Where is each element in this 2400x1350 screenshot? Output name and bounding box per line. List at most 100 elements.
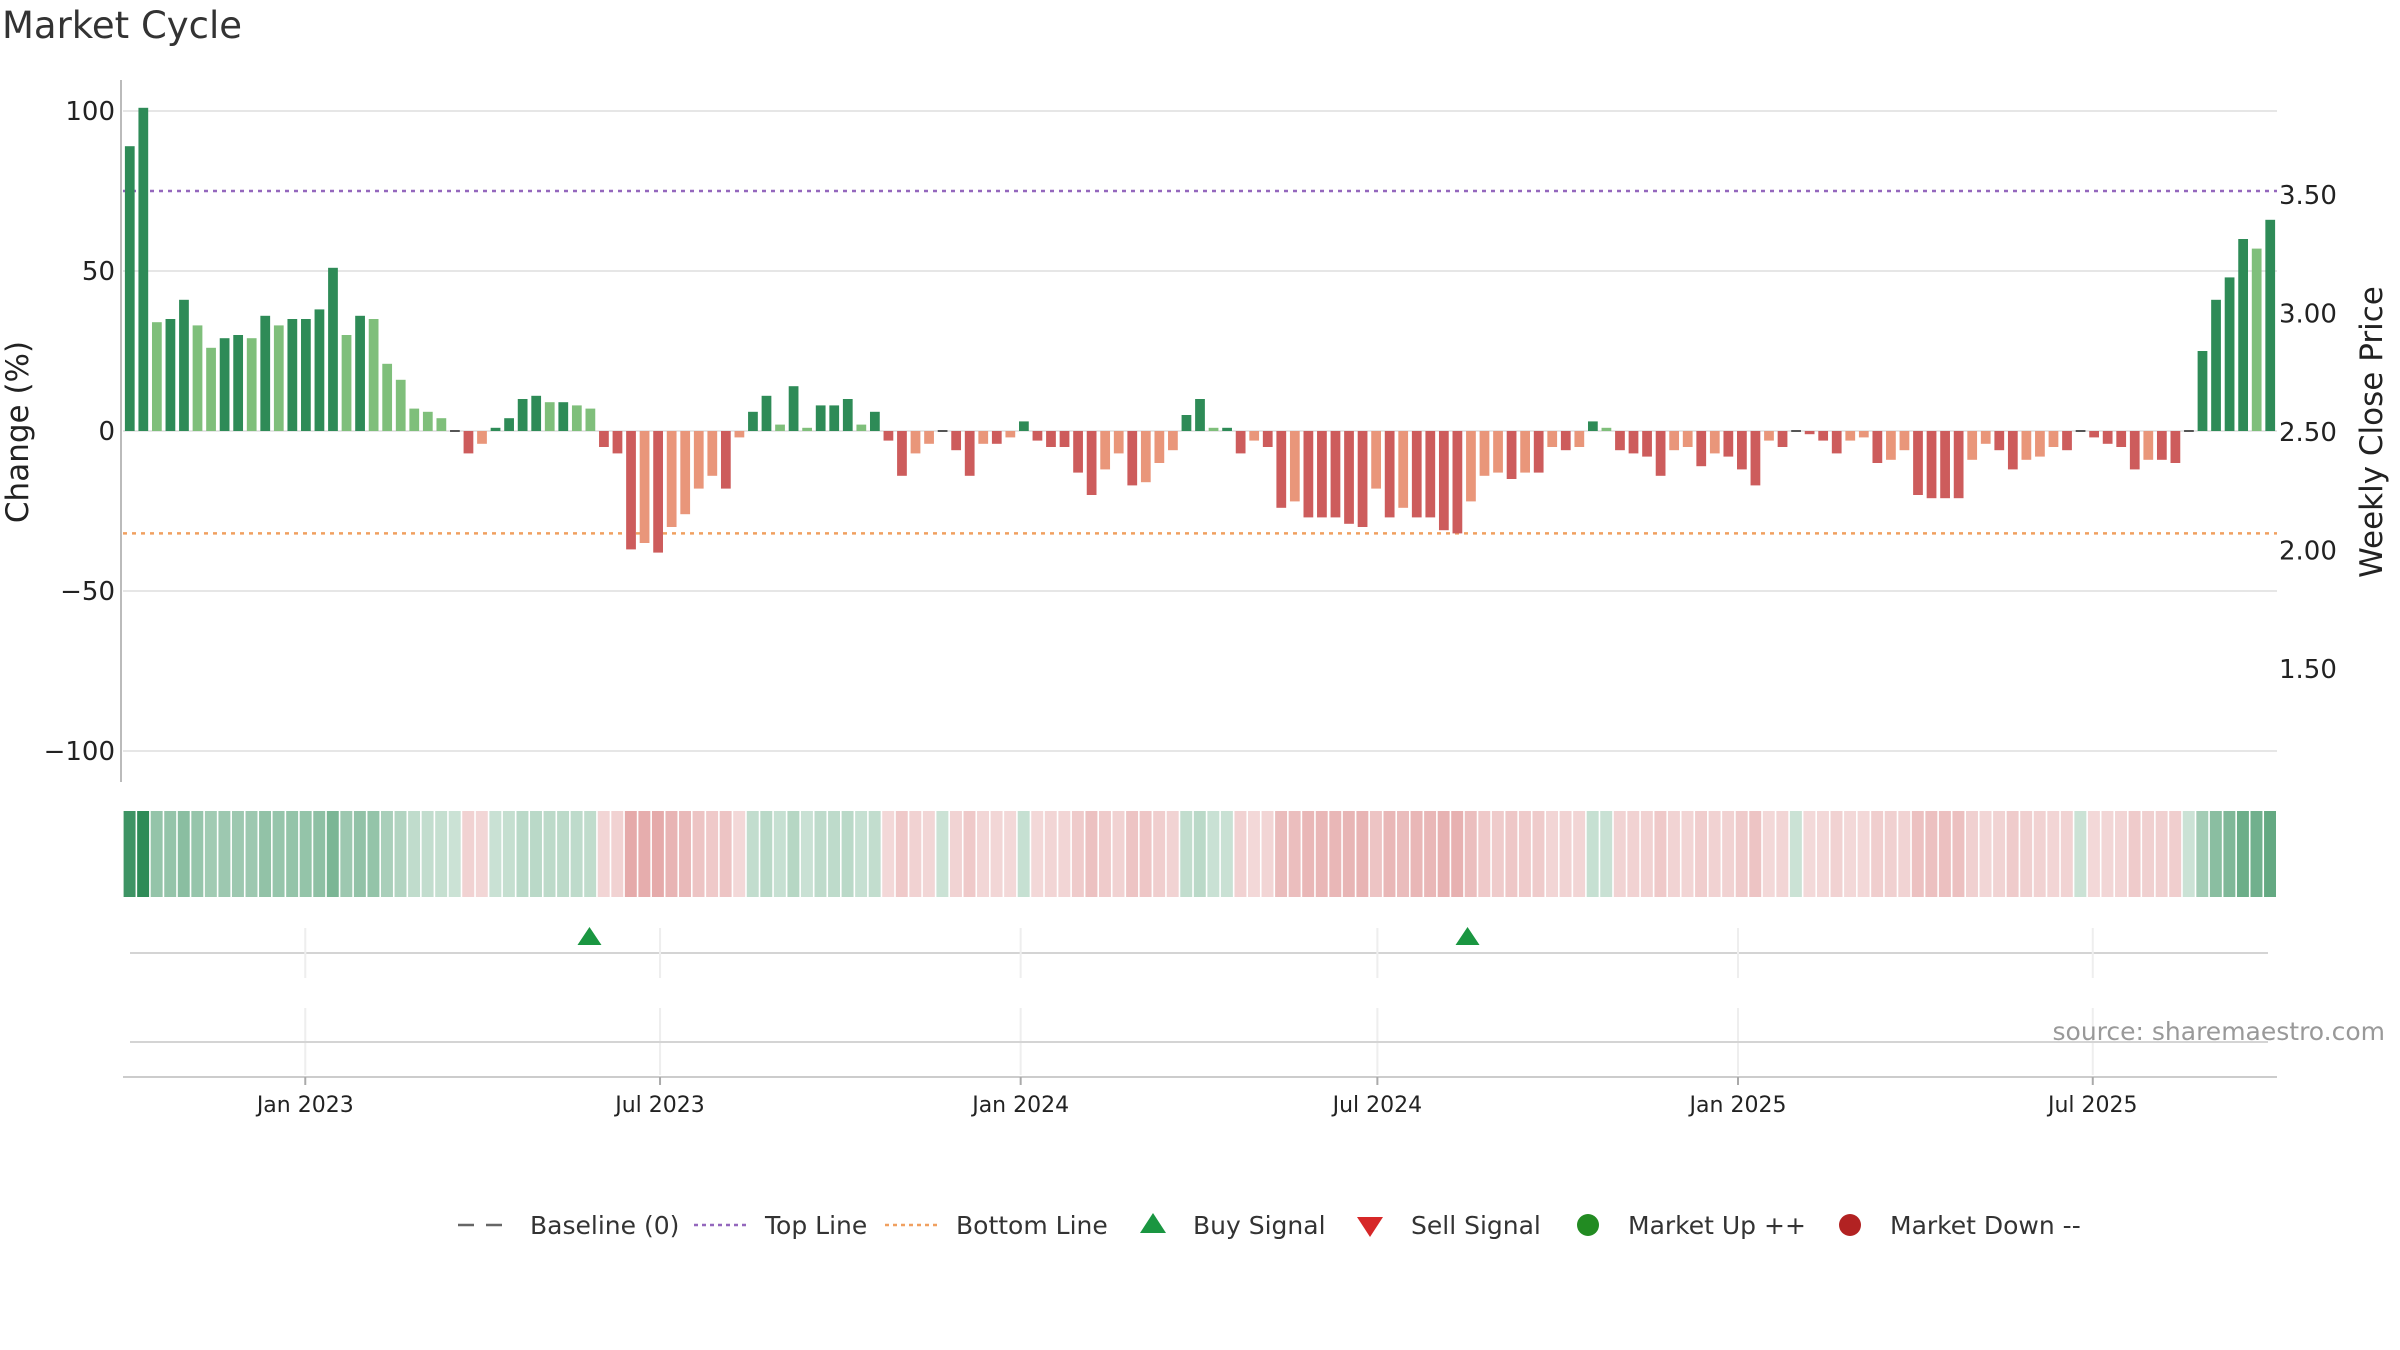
- change-bar: [571, 405, 582, 431]
- buy-signal-marker: [1455, 927, 1480, 945]
- heat-cell: [231, 811, 244, 897]
- heat-cell: [1248, 811, 1260, 897]
- change-bar: [328, 267, 338, 431]
- heat-cell: [502, 811, 515, 897]
- change-bar: [1154, 431, 1165, 463]
- heat-cell: [543, 811, 556, 897]
- change-bar: [1601, 427, 1612, 431]
- heat-cell: [1871, 811, 1884, 897]
- y-ticks-left: 100 50 0 −50 −100: [44, 97, 115, 767]
- heat-cell: [706, 811, 719, 897]
- heat-cell: [855, 811, 868, 897]
- heat-cell: [936, 811, 949, 897]
- change-bar: [1709, 431, 1720, 454]
- change-bar: [1886, 431, 1896, 460]
- heat-cell: [895, 811, 908, 897]
- change-bar: [1696, 431, 1707, 467]
- heat-cell: [1857, 811, 1870, 897]
- change-bar: [775, 424, 785, 431]
- change-bar: [1831, 431, 1842, 454]
- heat-cell: [489, 811, 502, 897]
- heat-cell: [977, 811, 990, 897]
- change-bar: [1845, 431, 1856, 441]
- y-tick-right: 2.50: [2279, 418, 2337, 448]
- change-bar: [477, 431, 487, 444]
- change-bar: [924, 431, 934, 444]
- signal-panel: [130, 927, 2268, 978]
- heat-cell: [1600, 811, 1613, 897]
- change-bar: [1587, 421, 1598, 431]
- heat-cell: [1749, 811, 1762, 897]
- change-bar: [138, 107, 149, 432]
- change-bar: [1642, 431, 1652, 457]
- change-bar: [273, 325, 284, 431]
- heat-cell: [949, 811, 962, 897]
- heat-cell: [2155, 811, 2168, 897]
- heat-cell: [1207, 811, 1220, 897]
- date-axis: Jan 2023 Jul 2023 Jan 2024 Jul 2024 Jan 2025…: [123, 1076, 2277, 1118]
- heat-cell: [1478, 811, 1491, 897]
- change-bar: [1073, 431, 1083, 473]
- change-bar: [219, 338, 230, 431]
- y-tick-right: 2.00: [2279, 537, 2337, 567]
- heat-cell: [1762, 811, 1775, 897]
- heat-cell: [787, 811, 800, 897]
- heat-cell: [1559, 811, 1572, 897]
- heat-cell: [1708, 811, 1721, 897]
- change-bar: [1858, 431, 1869, 438]
- heat-cell: [2060, 811, 2073, 897]
- change-bar: [897, 431, 907, 476]
- change-bar: [734, 431, 745, 438]
- heat-cell: [1830, 811, 1843, 897]
- change-bar: [1222, 427, 1232, 431]
- heat-cell: [1789, 811, 1802, 897]
- change-bar: [1466, 431, 1476, 502]
- heat-cell: [1356, 811, 1369, 897]
- change-bar: [1317, 431, 1327, 518]
- heat-cell: [922, 811, 935, 897]
- heat-cell: [651, 811, 664, 897]
- change-bar: [1750, 431, 1761, 486]
- heat-cell: [1938, 811, 1951, 897]
- change-bar: [544, 402, 555, 431]
- change-bar: [856, 424, 867, 431]
- change-bar: [1994, 431, 2005, 451]
- heat-cell: [692, 811, 705, 897]
- change-bar: [612, 431, 623, 454]
- legend-label: Bottom Line: [956, 1211, 1108, 1240]
- change-bar: [1019, 421, 1029, 431]
- heat-cell: [164, 811, 177, 897]
- heat-cell: [435, 811, 448, 897]
- heat-cell: [272, 811, 285, 897]
- change-bar: [2048, 431, 2059, 447]
- legend-item-up: Market Up ++: [1577, 1211, 1806, 1240]
- heat-cell: [177, 811, 190, 897]
- heat-cell: [1464, 811, 1477, 897]
- heat-cell: [218, 811, 231, 897]
- change-bar: [233, 335, 244, 431]
- heat-cell: [1925, 811, 1938, 897]
- y-tick-left: 50: [82, 257, 115, 287]
- change-bar: [1967, 431, 1978, 460]
- change-bar: [1953, 431, 1964, 499]
- heat-cell: [2033, 811, 2046, 897]
- heat-cell: [1844, 811, 1857, 897]
- change-bar: [165, 319, 176, 431]
- heat-cell: [1803, 811, 1816, 897]
- y-tick-left: 0: [98, 417, 115, 447]
- heat-cell: [1667, 811, 1680, 897]
- change-bar: [978, 431, 989, 444]
- change-bar: [1086, 431, 1097, 495]
- heat-cell: [2047, 811, 2060, 897]
- change-bar: [2265, 219, 2276, 431]
- change-bar: [504, 418, 514, 431]
- change-bar: [314, 309, 325, 431]
- buy-signal-marker: [577, 927, 602, 945]
- heat-cell: [1098, 811, 1111, 897]
- x-tick-label: Jul 2023: [613, 1093, 705, 1118]
- change-bar: [815, 405, 826, 431]
- change-bar: [382, 363, 393, 431]
- change-bar: [883, 431, 894, 441]
- market-panel: [130, 1008, 2268, 1075]
